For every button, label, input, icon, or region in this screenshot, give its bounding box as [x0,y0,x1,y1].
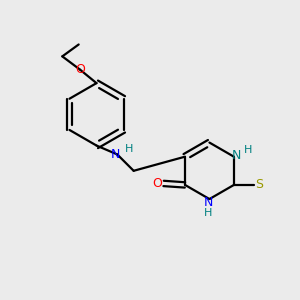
Text: H: H [124,144,133,154]
Text: O: O [153,177,163,190]
Text: N: N [111,148,121,161]
Text: N: N [232,149,241,162]
Text: O: O [75,63,85,76]
Text: S: S [256,178,263,191]
Text: H: H [244,145,252,155]
Text: N: N [203,196,213,209]
Text: H: H [204,208,212,218]
